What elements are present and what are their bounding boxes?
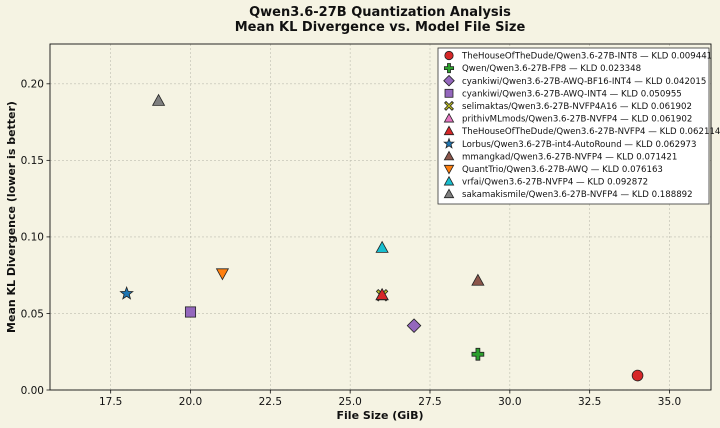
data-point [215,268,230,281]
legend-entry-label: Qwen/Qwen3.6-27B-FP8 — KLD 0.023348 [462,64,641,74]
legend-entry-label: prithivMLmods/Qwen3.6-27B-NVFP4 — KLD 0.… [462,115,692,125]
data-markers [119,93,644,382]
y-tick-label: 0.15 [21,155,44,167]
data-point [631,369,644,382]
legend-marker [443,175,455,186]
x-axis-label: File Size (GiB) [337,409,424,422]
data-point [151,93,166,106]
x-tick-label: 35.0 [658,396,681,408]
axis-ticks: 17.5 20.0 22.5 25.0 27.5 30.0 32.5 35.0 0.00 0.05… [21,79,682,408]
legend-entry-label: selimaktas/Qwen3.6-27B-NVFP4A16 — KLD 0.… [462,102,692,112]
x-tick-label: 32.5 [578,396,601,408]
legend-marker [443,150,455,161]
legend-marker [443,137,455,149]
x-tick-label: 30.0 [498,396,521,408]
legend-entry-label: cyankiwi/Qwen3.6-27B-AWQ-BF16-INT4 — KLD… [462,77,706,87]
legend-entry-label: Lorbus/Qwen3.6-27B-int4-AutoRound — KLD … [462,140,697,150]
data-point [471,273,485,286]
legend-marker [443,74,455,87]
y-axis-label: Mean KL Divergence (lower is better) [5,101,18,333]
legend-marker [444,88,454,98]
legend-marker [443,125,455,136]
legend-entry-label: cyankiwi/Qwen3.6-27B-AWQ-INT4 — KLD 0.05… [462,89,682,99]
x-tick-label: 25.0 [338,396,361,408]
x-tick-label: 17.5 [99,396,122,408]
x-tick-label: 20.0 [179,396,202,408]
legend-entry-label: sakamakismile/Qwen3.6-27B-NVFP4 — KLD 0.… [462,190,693,200]
legend-marker [444,50,454,61]
legend-marker [444,100,454,111]
legend: TheHouseOfTheDude/Qwen3.6-27B-INT8 — KLD… [437,47,720,205]
legend-entry-label: vrfai/Qwen3.6-27B-NVFP4 — KLD 0.092872 [462,178,648,188]
legend-entry-label: QuantTrio/Qwen3.6-27B-AWQ — KLD 0.076163 [462,165,663,175]
chart-title: Qwen3.6-27B Quantization Analysis [249,5,511,20]
legend-entry-label: mmangkad/Qwen3.6-27B-NVFP4 — KLD 0.07142… [462,152,677,162]
x-tick-label: 22.5 [259,396,282,408]
data-point [406,318,422,333]
y-tick-label: 0.05 [21,308,44,320]
chart-subtitle: Mean KL Divergence vs. Model File Size [235,20,526,35]
legend-marker [443,188,455,199]
data-point [375,240,389,253]
legend-box [437,47,710,205]
data-point [375,287,389,300]
legend-marker [443,164,455,175]
x-tick-label: 27.5 [418,396,441,408]
plot-frame [49,43,712,391]
y-tick-label: 0.20 [21,79,44,91]
y-tick-label: 0.00 [21,385,44,397]
data-point [184,306,197,318]
legend-marker [443,63,455,74]
y-tick-label: 0.10 [21,232,44,244]
legend-entry-label: TheHouseOfTheDude/Qwen3.6-27B-NVFP4 — KL… [461,127,720,137]
data-point [119,285,134,300]
legend-marker [443,112,455,123]
legend-entry-label: TheHouseOfTheDude/Qwen3.6-27B-INT8 — KLD… [461,52,712,62]
data-point [471,347,485,361]
